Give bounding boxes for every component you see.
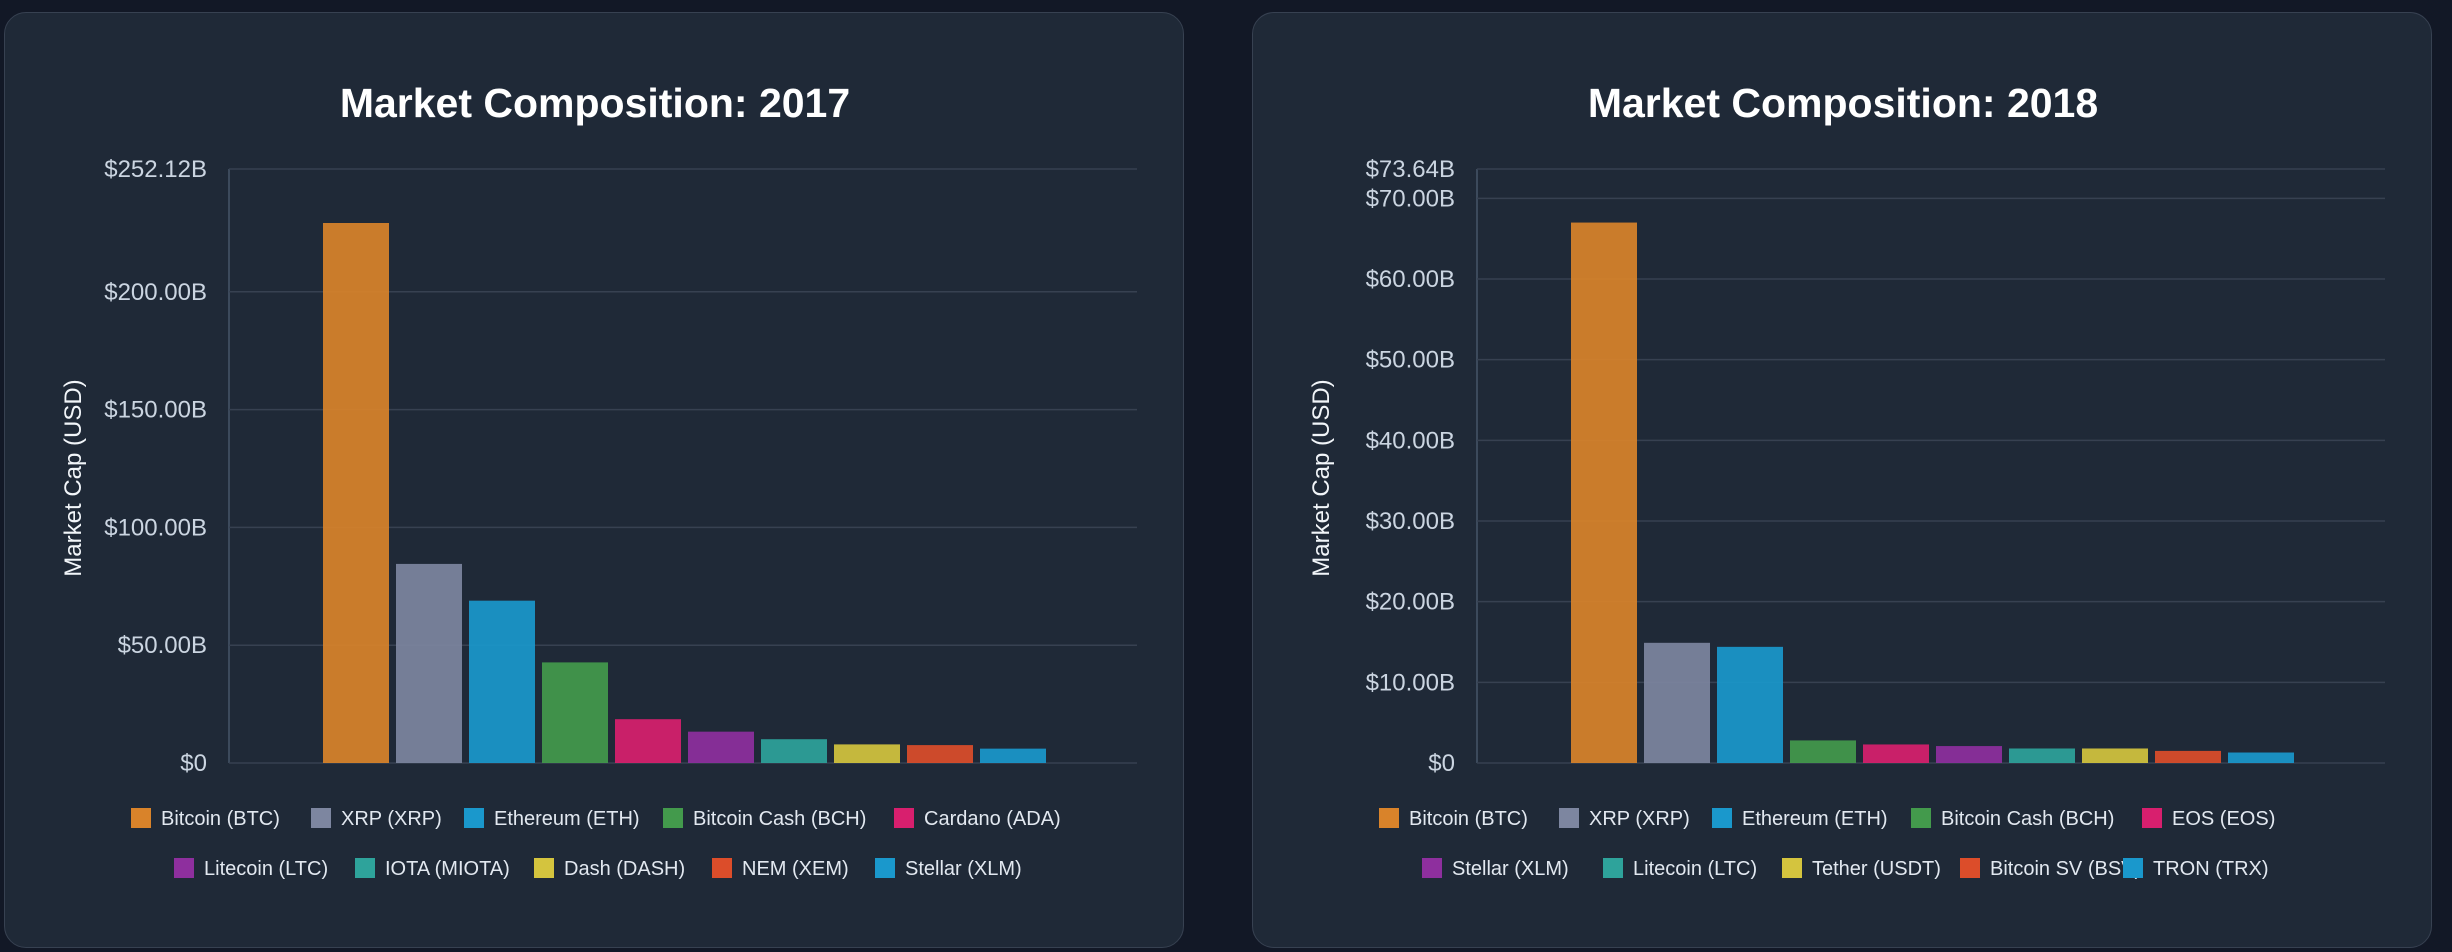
bar[interactable] — [1790, 740, 1856, 763]
legend-label[interactable]: Bitcoin SV (BSV) — [1990, 858, 2141, 880]
chart-title: Market Composition: 2018 — [1588, 80, 2098, 126]
y-tick-label: $150.00B — [104, 397, 207, 424]
legend-label[interactable]: Dash (DASH) — [564, 858, 685, 880]
legend-label[interactable]: Bitcoin Cash (BCH) — [693, 808, 866, 830]
bar[interactable] — [1571, 222, 1637, 763]
bar[interactable] — [980, 748, 1046, 763]
legend-swatch[interactable] — [1712, 808, 1732, 828]
legend-swatch[interactable] — [1911, 808, 1931, 828]
legend-label[interactable]: IOTA (MIOTA) — [385, 858, 510, 880]
chart-title: Market Composition: 2017 — [340, 80, 850, 126]
y-tick-label: $50.00B — [1366, 347, 1455, 374]
bar-chart-2017: Market Composition: 2017 Market Cap (USD… — [60, 80, 1137, 880]
legend-swatch[interactable] — [1782, 858, 1802, 878]
legend-swatch[interactable] — [355, 858, 375, 878]
legend-label[interactable]: Cardano (ADA) — [924, 808, 1061, 830]
y-tick-label: $70.00B — [1366, 185, 1455, 212]
y-tick-label: $0 — [1428, 750, 1455, 777]
bar[interactable] — [688, 731, 754, 763]
chart-panel-2018: Market Composition: 2018 Market Cap (USD… — [1252, 12, 2432, 948]
y-tick-label: $50.00B — [118, 632, 207, 659]
legend-swatch[interactable] — [131, 808, 151, 828]
legend-label[interactable]: TRON (TRX) — [2153, 858, 2269, 880]
bar[interactable] — [2082, 748, 2148, 763]
y-tick-label: $20.00B — [1366, 589, 1455, 616]
legend-swatch[interactable] — [1559, 808, 1579, 828]
y-tick-label: $60.00B — [1366, 266, 1455, 293]
legend-swatch[interactable] — [712, 858, 732, 878]
legend-swatch[interactable] — [2123, 858, 2143, 878]
bar[interactable] — [542, 662, 608, 763]
y-tick-label: $40.00B — [1366, 427, 1455, 454]
legend-label[interactable]: Litecoin (LTC) — [1633, 858, 1757, 880]
y-tick-label: $252.12B — [104, 156, 207, 183]
legend-swatch[interactable] — [2142, 808, 2162, 828]
bar[interactable] — [1863, 744, 1929, 763]
legend-label[interactable]: NEM (XEM) — [742, 858, 849, 880]
y-tick-label: $200.00B — [104, 279, 207, 306]
y-axis-label: Market Cap (USD) — [1308, 379, 1335, 576]
legend-label[interactable]: XRP (XRP) — [341, 808, 442, 830]
bar[interactable] — [834, 744, 900, 763]
y-axis-label: Market Cap (USD) — [60, 379, 87, 576]
chart-panel-2017: Market Composition: 2017 Market Cap (USD… — [4, 12, 1184, 948]
legend-label[interactable]: Ethereum (ETH) — [494, 808, 640, 830]
bar[interactable] — [615, 719, 681, 763]
legend-label[interactable]: Bitcoin Cash (BCH) — [1941, 808, 2114, 830]
legend-label[interactable]: Litecoin (LTC) — [204, 858, 328, 880]
bar[interactable] — [2228, 752, 2294, 763]
legend-label[interactable]: Stellar (XLM) — [1452, 858, 1569, 880]
bar[interactable] — [761, 739, 827, 763]
bar[interactable] — [2155, 750, 2221, 763]
legend-swatch[interactable] — [1960, 858, 1980, 878]
legend-label[interactable]: Ethereum (ETH) — [1742, 808, 1888, 830]
bar[interactable] — [469, 600, 535, 763]
legend-label[interactable]: XRP (XRP) — [1589, 808, 1690, 830]
y-tick-label: $10.00B — [1366, 669, 1455, 696]
legend-swatch[interactable] — [894, 808, 914, 828]
bar[interactable] — [1936, 746, 2002, 763]
bar-chart-2018: Market Composition: 2018 Market Cap (USD… — [1308, 80, 2385, 880]
y-tick-label: $0 — [180, 750, 207, 777]
bar[interactable] — [1717, 646, 1783, 763]
legend-swatch[interactable] — [464, 808, 484, 828]
legend-swatch[interactable] — [1422, 858, 1442, 878]
legend-label[interactable]: Bitcoin (BTC) — [161, 808, 280, 830]
bar[interactable] — [396, 563, 462, 763]
y-tick-label: $100.00B — [104, 514, 207, 541]
legend-label[interactable]: Tether (USDT) — [1812, 858, 1941, 880]
bar[interactable] — [907, 745, 973, 763]
y-tick-label: $30.00B — [1366, 508, 1455, 535]
legend-swatch[interactable] — [1379, 808, 1399, 828]
legend-label[interactable]: Stellar (XLM) — [905, 858, 1022, 880]
y-tick-label: $73.64B — [1366, 156, 1455, 183]
legend-swatch[interactable] — [875, 858, 895, 878]
legend-swatch[interactable] — [663, 808, 683, 828]
legend-swatch[interactable] — [174, 858, 194, 878]
bar[interactable] — [323, 223, 389, 763]
bar[interactable] — [1644, 642, 1710, 763]
legend-swatch[interactable] — [534, 858, 554, 878]
legend-swatch[interactable] — [311, 808, 331, 828]
legend-label[interactable]: EOS (EOS) — [2172, 808, 2275, 830]
legend-swatch[interactable] — [1603, 858, 1623, 878]
legend-label[interactable]: Bitcoin (BTC) — [1409, 808, 1528, 830]
bar[interactable] — [2009, 748, 2075, 763]
